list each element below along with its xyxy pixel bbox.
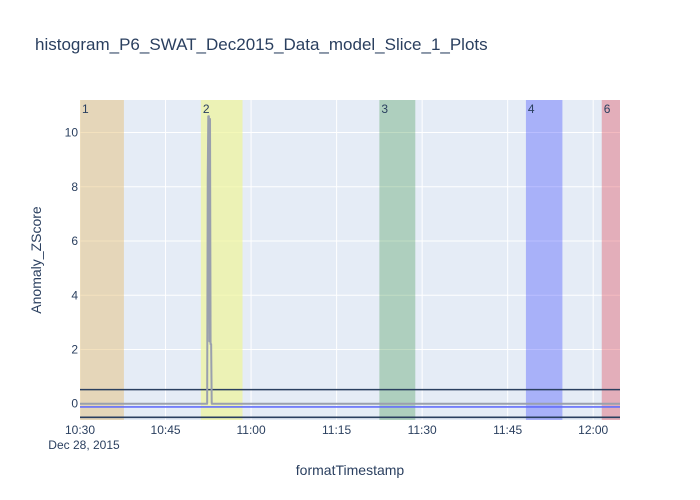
anomaly-band: [80, 100, 124, 420]
anomaly-band: [601, 100, 620, 420]
band-label: 2: [203, 102, 210, 116]
x-tick-label: 10:45: [151, 423, 181, 437]
y-tick-label: 8: [71, 180, 78, 194]
x-tick-label: 11:45: [493, 423, 522, 437]
x-tick-label: 11:00: [236, 423, 265, 437]
band-label: 4: [528, 102, 535, 116]
band-label: 3: [381, 102, 388, 116]
x-tick-label: 11:15: [322, 423, 351, 437]
anomaly-band: [525, 100, 563, 420]
series-line: [80, 115, 620, 405]
grid: [79, 100, 620, 420]
x-tick-label: 12:00: [578, 423, 608, 437]
y-tick-label: 0: [71, 397, 78, 411]
y-tick-label: 10: [65, 126, 79, 140]
y-ticks: 0 2 4 6 8 10: [65, 126, 79, 411]
plot-area: [80, 100, 620, 420]
x-tick-label: 11:30: [408, 423, 437, 437]
anomaly-band: [379, 100, 416, 420]
y-tick-label: 2: [71, 342, 78, 356]
x-date-label: Dec 28, 2015: [48, 438, 120, 452]
y-axis-title: Anomaly_ZScore: [28, 206, 44, 314]
x-tick-label: 10:30: [65, 423, 95, 437]
x-axis-title: formatTimestamp: [296, 462, 405, 478]
band-label: 6: [604, 102, 611, 116]
anomaly-bands: 1 2 3 4 6: [80, 100, 620, 420]
chart-title: histogram_P6_SWAT_Dec2015_Data_model_Sli…: [35, 35, 488, 54]
x-ticks: 10:30 10:45 11:00 11:15 11:30 11:45 12:00: [65, 423, 609, 437]
y-tick-label: 6: [71, 234, 78, 248]
y-tick-label: 4: [71, 288, 78, 302]
lines: [80, 115, 620, 419]
band-label: 1: [82, 102, 89, 116]
